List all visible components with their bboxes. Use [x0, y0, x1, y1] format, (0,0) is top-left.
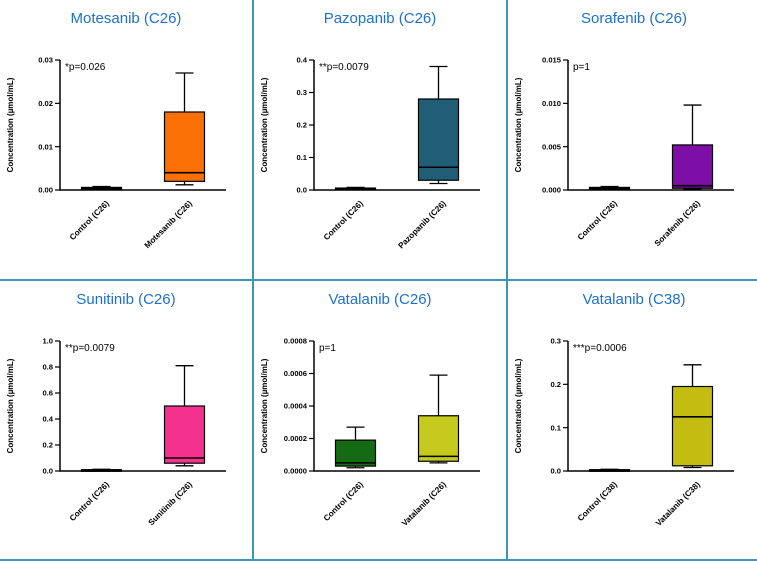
x-category-label: Pazopanib (C26)	[397, 199, 449, 251]
panel-sorafenib-c26: Sorafenib (C26) 0.000 0.005 0.010 0.015 Conc…	[508, 0, 757, 281]
box-control: Control (C26)	[322, 186, 377, 242]
box-vatalanib: Vatalanib (C38)	[654, 363, 714, 527]
box-control: Control (C26)	[68, 468, 123, 523]
boxplot-svg: 0.0000 0.0002 0.0004 0.0006 0.0008 Concentrat…	[254, 313, 506, 551]
y-axis-label: Concentration (µmol/mL)	[514, 358, 523, 453]
x-category-label: Vatalanib (C38)	[654, 479, 702, 527]
y-tick-label: 0.03	[38, 56, 53, 65]
y-tick-label: 0.01	[38, 142, 54, 151]
panel-vatalanib-c26: Vatalanib (C26) 0.0000 0.0002 0.0004 0.0006…	[254, 280, 508, 561]
y-tick-label: 0.0002	[284, 434, 307, 443]
y-tick-label: 0.1	[296, 153, 307, 162]
box-sunitinib: Sunitinib (C26)	[147, 364, 206, 527]
y-axis-label: Concentration (µmol/mL)	[6, 77, 15, 172]
y-tick-label: 0.2	[42, 440, 53, 449]
y-tick-label: 0.4	[42, 414, 53, 423]
y-tick-label: 0.0	[550, 466, 561, 475]
y-tick-label: 0.02	[38, 99, 53, 108]
p-value-label: p=1	[319, 343, 336, 354]
panel-motesanib-c26: Motesanib (C26) 0.00 0.01 0.02 0.03 Concentr…	[0, 0, 254, 281]
y-tick-label: 0.0000	[284, 466, 307, 475]
panel-title: Sorafenib (C26)	[581, 10, 687, 27]
boxplot: 0.0 0.2 0.4 0.6 0.8 1.0 Concentration (µmol/mL…	[6, 336, 226, 527]
box-control: Control (C26)	[322, 425, 377, 523]
y-tick-label: 0.2	[296, 121, 307, 130]
x-category-label: Control (C26)	[68, 479, 111, 522]
x-category-label: Motesanib (C26)	[143, 199, 194, 250]
y-tick-label: 0.005	[542, 142, 562, 151]
x-category-label: Control (C38)	[576, 479, 619, 522]
panel-vatalanib-c38: Vatalanib (C38) 0.0 0.1 0.2 0.3 Concentratio…	[508, 281, 757, 561]
box-vatalanib: Vatalanib (C26)	[400, 373, 460, 527]
y-tick-label: 0.3	[296, 88, 307, 97]
boxplot-svg: 0.00 0.01 0.02 0.03 Concentration (µmol/mL) *…	[0, 32, 252, 270]
boxplot-svg: 0.000 0.005 0.010 0.015 Concentration (µmol/…	[508, 32, 757, 270]
panel-title: Sunitinib (C26)	[76, 290, 176, 308]
y-tick-label: 0.0	[42, 466, 53, 475]
p-value-label: **p=0.0079	[319, 62, 369, 73]
y-tick-label: 1.0	[42, 336, 53, 345]
y-tick-label: 0.4	[296, 56, 307, 65]
panel-sunitinib-c26: Sunitinib (C26) 0.0 0.2 0.4 0.6 0.8 1.0 Concen…	[0, 280, 254, 561]
x-category-label: Control (C26)	[68, 199, 111, 242]
p-value-label: *p=0.026	[65, 62, 106, 73]
x-category-label: Sorafenib (C26)	[653, 199, 702, 248]
panel-title: Vatalanib (C26)	[328, 290, 432, 308]
y-tick-label: 0.015	[542, 56, 562, 65]
x-category-label: Control (C26)	[322, 199, 365, 242]
boxplot: 0.000 0.005 0.010 0.015 Concentration (µmol/…	[514, 56, 734, 248]
x-category-label: Vatalanib (C26)	[400, 479, 448, 527]
panel-title: Motesanib (C26)	[70, 10, 182, 27]
y-tick-label: 0.00	[38, 186, 53, 195]
y-tick-label: 0.0008	[284, 336, 307, 345]
y-axis-label: Concentration (µmol/mL)	[260, 77, 269, 172]
box-pazopanib: Pazopanib (C26)	[397, 65, 460, 251]
y-tick-label: 0.1	[550, 423, 561, 432]
y-axis-label: Concentration (µmol/mL)	[260, 358, 269, 453]
boxplot: 0.0 0.1 0.2 0.3 0.4 Concentration (µmol/mL) **…	[260, 56, 480, 251]
y-axis-label: Concentration (µmol/mL)	[6, 358, 15, 453]
y-tick-label: 0.0004	[284, 401, 308, 410]
y-tick-label: 0.010	[542, 99, 561, 108]
p-value-label: **p=0.0079	[65, 343, 115, 354]
y-tick-label: 0.000	[542, 186, 561, 195]
box-motesanib: Motesanib (C26)	[143, 72, 206, 250]
boxplot-svg: 0.0 0.1 0.2 0.3 Concentration (µmol/mL) ***p=…	[508, 313, 757, 551]
p-value-label: p=1	[573, 62, 590, 73]
panel-pazopanib-c26: Pazopanib (C26) 0.0 0.1 0.2 0.3 0.4 Concentra…	[254, 0, 508, 281]
boxplot-svg: 0.0 0.1 0.2 0.3 0.4 Concentration (µmol/mL) **…	[254, 32, 506, 270]
box-sorafenib: Sorafenib (C26)	[653, 104, 714, 248]
y-tick-label: 0.0006	[284, 369, 307, 378]
x-category-label: Sunitinib (C26)	[147, 479, 194, 526]
box-control: Control (C26)	[576, 185, 631, 242]
y-tick-label: 0.2	[550, 379, 561, 388]
boxplot-svg: 0.0 0.2 0.4 0.6 0.8 1.0 Concentration (µmol/mL…	[0, 313, 252, 551]
y-tick-label: 0.3	[550, 336, 561, 345]
panel-title: Pazopanib (C26)	[323, 10, 437, 27]
boxplot: 0.0 0.1 0.2 0.3 Concentration (µmol/mL) ***p=…	[514, 336, 734, 527]
panel-title: Vatalanib (C38)	[582, 290, 686, 308]
x-category-label: Control (C26)	[322, 479, 365, 522]
box-control: Control (C38)	[576, 468, 631, 523]
box-control: Control (C26)	[68, 185, 123, 242]
y-axis-label: Concentration (µmol/mL)	[514, 77, 523, 172]
y-tick-label: 0.8	[42, 362, 53, 371]
boxplot: 0.00 0.01 0.02 0.03 Concentration (µmol/mL) *…	[6, 56, 226, 250]
p-value-label: ***p=0.0006	[573, 343, 627, 354]
y-tick-label: 0.0	[296, 186, 307, 195]
boxplot: 0.0000 0.0002 0.0004 0.0006 0.0008 Concentrat…	[260, 336, 480, 527]
x-category-label: Control (C26)	[576, 199, 619, 242]
y-tick-label: 0.6	[42, 388, 53, 397]
